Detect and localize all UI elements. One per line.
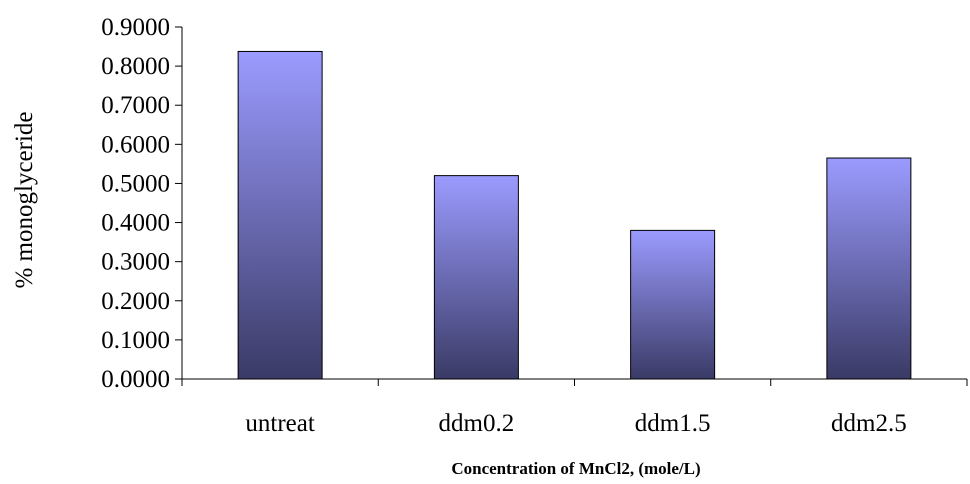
x-tick-label: ddm2.5: [831, 410, 907, 437]
bar-untreat: [237, 50, 323, 380]
y-axis-title: % monoglyceride: [11, 111, 38, 288]
bars: [237, 50, 912, 380]
x-tick-label: ddm1.5: [635, 410, 711, 437]
y-tick-label: 0.0000: [101, 366, 170, 393]
y-tick-label: 0.2000: [101, 288, 170, 315]
y-tick-label: 0.4000: [101, 210, 170, 237]
x-tick-label: ddm0.2: [439, 410, 515, 437]
y-tick-label: 0.5000: [101, 170, 170, 197]
y-tick-label: 0.6000: [101, 131, 170, 158]
x-axis-tick-labels: untreat ddm0.2 ddm1.5 ddm2.5: [181, 379, 968, 437]
y-axis-ticks: 0.0000 0.1000 0.2000 0.3000 0.4000 0.5000 0.60…: [101, 14, 182, 393]
bar-ddm2.5: [826, 157, 912, 380]
bar-ddm1.5: [630, 229, 716, 380]
y-tick-label: 0.1000: [101, 327, 170, 354]
x-axis-title: Concentration of MnCl2, (mole/L): [451, 459, 700, 478]
y-tick-label: 0.8000: [101, 53, 170, 80]
y-tick-label: 0.7000: [101, 92, 170, 119]
x-tick-label: untreat: [245, 410, 314, 437]
bar-ddm0.2: [433, 175, 519, 380]
y-tick-label: 0.9000: [101, 14, 170, 41]
y-tick-label: 0.3000: [101, 249, 170, 276]
